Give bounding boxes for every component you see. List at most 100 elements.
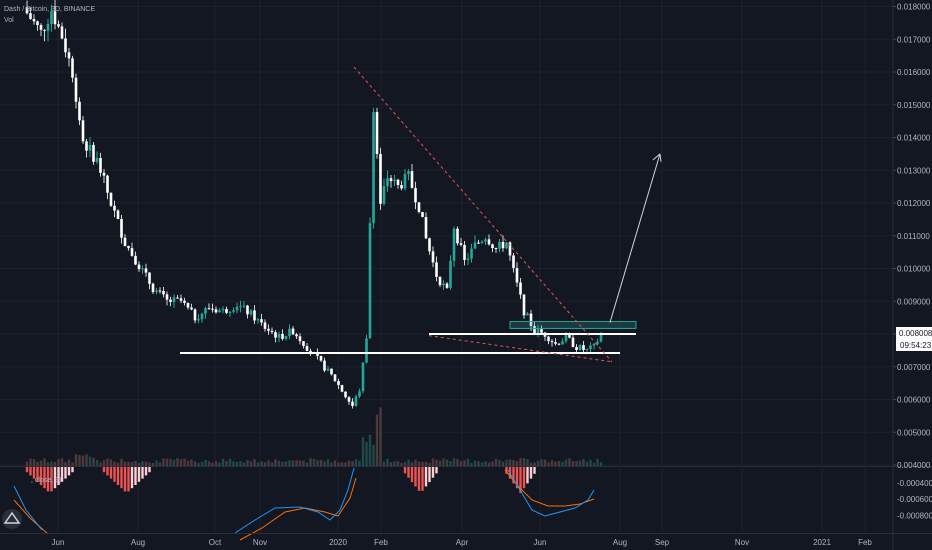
macd-histogram-bar — [533, 467, 536, 474]
tradingview-logo[interactable] — [2, 509, 22, 529]
volume-bar — [43, 458, 46, 466]
macd-line — [234, 467, 355, 534]
candle-body — [67, 52, 71, 59]
candle-body — [277, 333, 281, 338]
volume-bar — [225, 461, 228, 466]
candle-body — [351, 401, 354, 406]
candle-body — [155, 290, 158, 293]
volume-bar — [235, 461, 239, 466]
volume-bar — [344, 462, 347, 466]
volume-bar — [508, 459, 512, 466]
tv-logo-icon[interactable] — [2, 509, 22, 529]
volume-bar — [393, 461, 396, 466]
volume-bar — [81, 455, 85, 466]
candle-body — [109, 192, 113, 206]
macd-histogram-bar — [36, 467, 39, 482]
candle-body — [491, 244, 494, 249]
time-tick-label: Apr — [456, 538, 469, 547]
target-arrow-line[interactable] — [609, 153, 661, 323]
candle-body — [127, 246, 130, 249]
volume-bar — [557, 461, 561, 466]
descending-trendline[interactable] — [353, 66, 613, 363]
candle-body — [540, 329, 543, 333]
candle-body — [172, 297, 176, 302]
volume-bar — [197, 462, 200, 466]
candle-body — [407, 171, 410, 175]
candle-body — [141, 268, 144, 270]
volume-bar — [232, 461, 235, 466]
candle-body — [512, 255, 515, 269]
price-tick-label: 0.016000 — [897, 68, 931, 77]
candle-body — [151, 283, 155, 293]
candle-body — [165, 294, 169, 300]
candle-body — [333, 374, 337, 381]
candle-body — [452, 228, 456, 261]
volume-bar — [435, 459, 438, 466]
macd-histogram-bar — [116, 467, 120, 485]
macd-tick-label: -0.000600 — [897, 495, 932, 504]
volume-bar — [561, 461, 564, 466]
candle-body — [456, 228, 459, 244]
volume-bar — [193, 461, 197, 466]
signal-line — [239, 477, 357, 541]
price-tick-label: 0.010000 — [897, 265, 931, 274]
candle-body — [442, 283, 445, 286]
macd-histogram-bar — [102, 467, 106, 473]
volume-bar — [550, 460, 554, 466]
volume-bar — [452, 458, 456, 466]
volume-bar — [53, 461, 57, 466]
candle-body — [95, 157, 99, 162]
resistance-zone[interactable] — [509, 321, 637, 329]
candle-body — [50, 11, 53, 24]
macd-histogram-bar — [410, 467, 414, 483]
volume-bar — [498, 459, 501, 466]
countdown-text: 09:54:23 — [900, 341, 932, 350]
volume-bar — [470, 462, 473, 466]
time-axis[interactable]: Jun Aug Oct Nov 2020 Feb Apr Jun Aug Sep Nov 2021 Fe… — [0, 533, 932, 548]
macd-histogram-bar — [519, 467, 522, 493]
volume-bar — [134, 460, 137, 466]
volume-bar — [585, 461, 589, 466]
candle-body — [158, 290, 162, 292]
volume-bar — [46, 462, 50, 466]
volume-bar — [67, 459, 71, 466]
volume-bar — [596, 458, 599, 466]
volume-bar — [351, 461, 354, 466]
candle-body — [116, 210, 120, 219]
lower-trendline[interactable] — [428, 335, 613, 363]
volume-bar — [263, 462, 267, 466]
volume-bar — [526, 459, 529, 466]
volume-bar — [148, 462, 151, 466]
volume-bar — [60, 458, 64, 466]
volume-bar — [571, 460, 575, 466]
volume-bar — [39, 460, 43, 466]
candle-body — [592, 343, 596, 346]
candle-body — [120, 218, 123, 238]
volume-bar — [211, 462, 214, 466]
volume-bar — [190, 459, 193, 466]
volume-bar — [151, 462, 155, 466]
volume-bar — [568, 458, 571, 466]
candle-body — [494, 248, 498, 250]
macd-histogram-bar — [130, 467, 134, 489]
macd-histogram-bar — [123, 467, 127, 492]
candle-body — [389, 178, 393, 182]
candle-body — [575, 346, 578, 350]
macd-histogram-bar — [67, 467, 71, 476]
candle-body — [232, 310, 235, 312]
macd-histogram-bar — [529, 467, 533, 479]
candle-body — [505, 242, 508, 249]
volume-bar — [400, 462, 403, 466]
last-price-badge: 0.008008 09:54:23 — [896, 327, 932, 351]
candle-body — [344, 391, 347, 398]
candle-body — [501, 241, 505, 249]
last-price-box — [896, 327, 932, 339]
price-axis[interactable]: 0.018000 0.017000 0.016000 0.015000 0.014000… — [892, 0, 931, 550]
candle-body — [162, 291, 165, 295]
volume-bar — [428, 462, 431, 466]
candle-body — [484, 239, 487, 242]
price-tick-label: 0.012000 — [897, 199, 931, 208]
candle-body — [582, 345, 585, 350]
price-tick-label: 0.009000 — [897, 297, 931, 306]
